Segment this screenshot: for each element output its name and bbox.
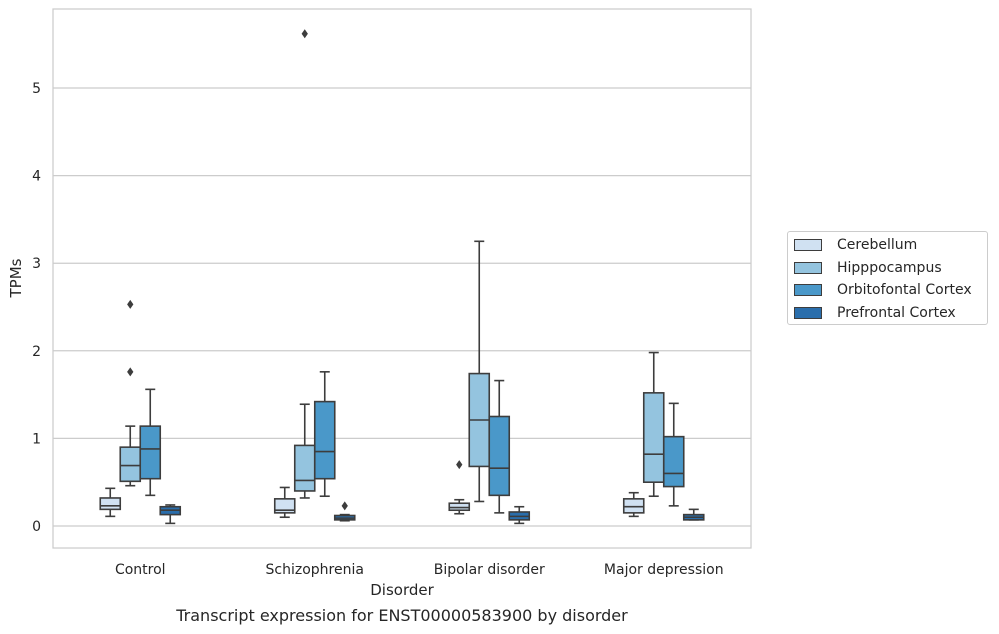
box-group	[682, 508, 705, 521]
y-tick-label: 0	[32, 519, 41, 535]
plot-area-frame	[52, 8, 752, 549]
box	[119, 446, 142, 483]
chart-caption: Transcript expression for ENST0000058390…	[176, 606, 628, 625]
y-tick-label: 3	[32, 256, 41, 272]
legend-item: Hipppocampus	[794, 259, 942, 277]
legend-swatch	[794, 284, 822, 296]
y-tick-label: 2	[32, 344, 41, 360]
box	[642, 392, 665, 483]
x-tick-label: Control	[115, 562, 166, 578]
legend: Cerebellum Hipppocampus Orbitofontal Corte…	[787, 231, 988, 325]
outlier-point	[456, 460, 463, 470]
y-tick-label: 1	[32, 431, 41, 447]
box-group	[488, 379, 511, 514]
y-tick-labels: 0 1 2 3 4 5	[32, 81, 41, 535]
box	[622, 498, 645, 514]
box-group	[313, 371, 336, 498]
box	[448, 502, 471, 512]
legend-item: Cerebellum	[794, 236, 917, 254]
box	[662, 435, 685, 488]
y-axis-title: TPMs	[7, 258, 25, 298]
box-group	[622, 491, 645, 518]
legend-label: Prefrontal Cortex	[837, 304, 956, 321]
y-tick-label: 4	[32, 169, 41, 185]
outlier-point	[127, 299, 134, 309]
x-tick-label: Bipolar disorder	[434, 562, 545, 578]
box-group	[159, 504, 182, 525]
box-group	[448, 460, 471, 515]
x-tick-labels: Control Schizophrenia Bipolar disorder Majo…	[115, 562, 724, 578]
box-group	[508, 505, 531, 525]
box-group	[333, 501, 356, 522]
outlier-point	[127, 367, 134, 377]
legend-label: Cerebellum	[837, 237, 918, 253]
x-tick-label: Schizophrenia	[266, 562, 364, 578]
x-axis-title: Disorder	[370, 581, 434, 599]
box	[293, 444, 316, 492]
box-group	[99, 487, 122, 518]
legend-label: Orbitofontal Cortex	[837, 282, 972, 298]
outlier-point	[341, 501, 348, 511]
box	[99, 497, 122, 511]
box	[488, 415, 511, 497]
gridlines	[53, 87, 751, 527]
legend-swatch	[794, 261, 822, 274]
legend-label: Hipppocampus	[837, 259, 942, 276]
box-group	[139, 388, 162, 497]
legend-item: Orbitofontal Cortex	[794, 281, 972, 299]
box-group	[642, 351, 665, 498]
x-tick-label: Major depression	[604, 562, 724, 578]
box-group	[468, 240, 491, 503]
legend-swatch	[794, 306, 822, 319]
box	[313, 400, 336, 480]
box-group	[293, 29, 316, 499]
box	[139, 425, 162, 480]
legend-swatch	[794, 239, 822, 251]
box-group	[662, 402, 685, 507]
legend-item: Prefrontal Cortex	[794, 304, 956, 322]
boxes	[99, 29, 705, 525]
outlier-point	[301, 29, 308, 39]
y-tick-label: 5	[32, 81, 41, 97]
box	[273, 498, 296, 514]
box-group	[119, 299, 142, 487]
box-group	[273, 486, 296, 519]
